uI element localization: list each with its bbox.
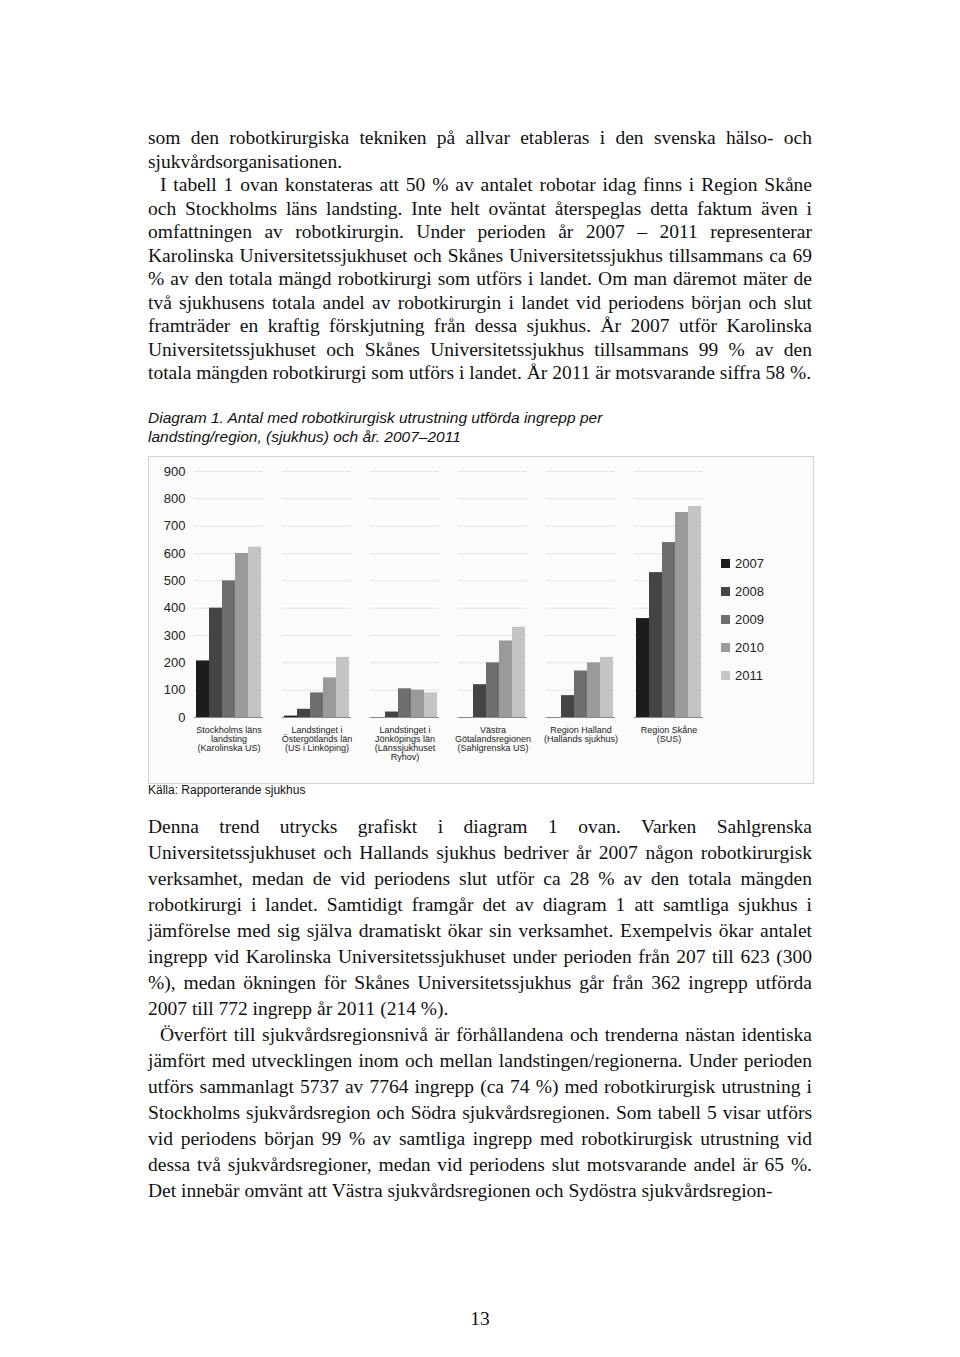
svg-text:500: 500 <box>164 573 186 588</box>
svg-text:Region Halland(Hallands sjukhu: Region Halland(Hallands sjukhus) <box>544 725 618 744</box>
svg-text:300: 300 <box>164 628 186 643</box>
html-text:I tabell 1 ovan konstateras at: I tabell 1 ovan konstateras att 50 % av … <box>148 174 812 383</box>
html-text:Diagram 1. Antal med robotkiru: Diagram 1. Antal med robotkirurgisk utru… <box>148 409 603 445</box>
html-text:13: 13 <box>470 1308 490 1329</box>
svg-text:200: 200 <box>164 655 186 670</box>
svg-text:VästraGötalandsregionen(Sahlgr: VästraGötalandsregionen(Sahlgrenska US) <box>455 725 531 753</box>
svg-text:800: 800 <box>164 491 186 506</box>
svg-text:100: 100 <box>164 682 186 697</box>
html-text:som den robotkirurgiska teknik: som den robotkirurgiska tekniken på allv… <box>148 127 812 172</box>
svg-text:700: 700 <box>164 518 186 533</box>
svg-text:Region Skåne(SUS): Region Skåne(SUS) <box>641 725 698 744</box>
html-text:2009: 2009 <box>735 611 764 627</box>
html-text:2010: 2010 <box>735 639 764 655</box>
html-text:Källa: Rapporterande sjukhus: Källa: Rapporterande sjukhus <box>148 783 306 797</box>
html-text:2008: 2008 <box>735 583 764 599</box>
html-text:2007: 2007 <box>735 555 764 571</box>
html-text:Överfört till sjukvårdsregions: Överfört till sjukvårdsregionsnivå är fö… <box>148 1024 812 1201</box>
svg-text:0: 0 <box>178 710 185 725</box>
html-text:2011: 2011 <box>735 667 763 683</box>
svg-text:900: 900 <box>164 464 186 479</box>
html-text:Denna trend utrycks grafiskt i: Denna trend utrycks grafiskt i diagram 1… <box>148 816 812 1019</box>
svg-text:400: 400 <box>164 600 186 615</box>
svg-text:Landstinget iÖstergötlands län: Landstinget iÖstergötlands län(US i Link… <box>282 725 353 753</box>
svg-text:600: 600 <box>164 546 186 561</box>
svg-text:Stockholms länslandsting(Karol: Stockholms länslandsting(Karolinska US) <box>196 725 262 753</box>
svg-text:Landstinget iJönköpings län(Lä: Landstinget iJönköpings län(Länssjukhuse… <box>375 725 436 762</box>
